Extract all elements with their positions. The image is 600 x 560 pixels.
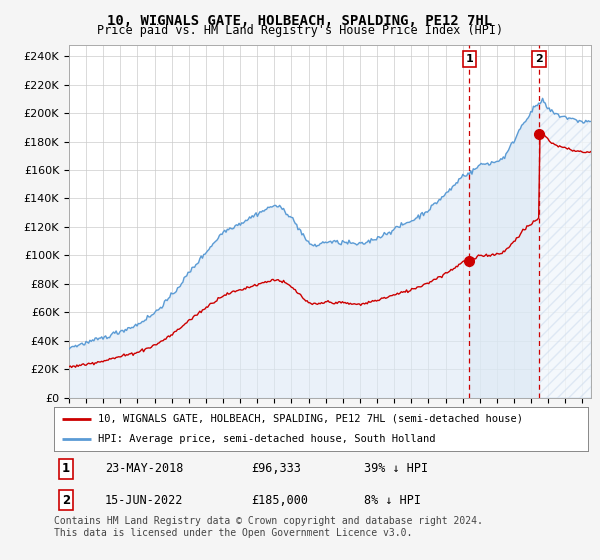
Text: 1: 1 — [62, 462, 70, 475]
Text: £185,000: £185,000 — [251, 493, 308, 507]
Text: £96,333: £96,333 — [251, 462, 301, 475]
Text: Price paid vs. HM Land Registry's House Price Index (HPI): Price paid vs. HM Land Registry's House … — [97, 24, 503, 36]
Text: HPI: Average price, semi-detached house, South Holland: HPI: Average price, semi-detached house,… — [98, 434, 435, 444]
Text: 39% ↓ HPI: 39% ↓ HPI — [364, 462, 428, 475]
Text: 23-MAY-2018: 23-MAY-2018 — [105, 462, 183, 475]
Text: 2: 2 — [62, 493, 70, 507]
Text: 1: 1 — [466, 54, 473, 64]
Text: Contains HM Land Registry data © Crown copyright and database right 2024.
This d: Contains HM Land Registry data © Crown c… — [54, 516, 483, 538]
Text: 10, WIGNALS GATE, HOLBEACH, SPALDING, PE12 7HL: 10, WIGNALS GATE, HOLBEACH, SPALDING, PE… — [107, 14, 493, 28]
Text: 8% ↓ HPI: 8% ↓ HPI — [364, 493, 421, 507]
Text: 2: 2 — [535, 54, 543, 64]
Text: 10, WIGNALS GATE, HOLBEACH, SPALDING, PE12 7HL (semi-detached house): 10, WIGNALS GATE, HOLBEACH, SPALDING, PE… — [98, 414, 523, 424]
Text: 15-JUN-2022: 15-JUN-2022 — [105, 493, 183, 507]
